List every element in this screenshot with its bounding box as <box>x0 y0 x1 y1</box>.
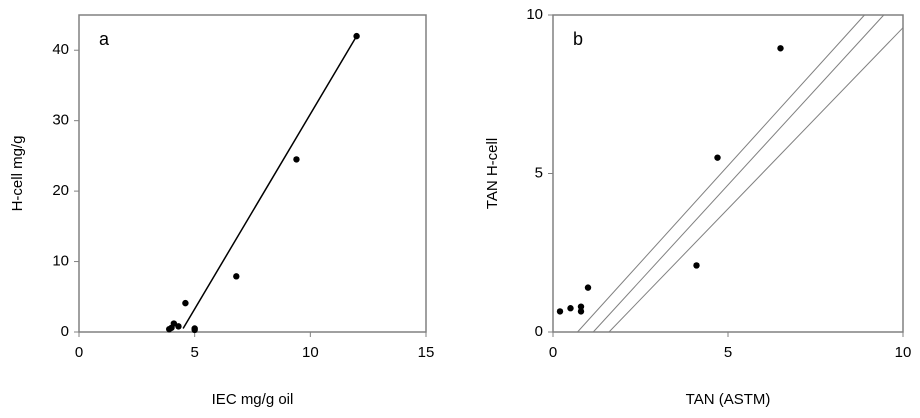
x-axis-label: TAN (ASTM) <box>686 391 771 408</box>
x-tick-label: 5 <box>190 344 198 361</box>
panel-label: a <box>99 29 110 49</box>
data-point <box>584 284 592 291</box>
y-tick-label: 10 <box>526 6 543 23</box>
panel-label: b <box>573 29 583 49</box>
y-axis-label: H-cell mg/g <box>9 136 26 212</box>
y-tick-label: 20 <box>52 182 69 199</box>
data-point <box>777 45 784 52</box>
data-point <box>170 320 178 327</box>
y-tick-label: 0 <box>535 323 543 340</box>
y-tick-label: 0 <box>61 323 69 340</box>
y-tick-label: 5 <box>535 164 543 181</box>
data-point <box>191 326 198 334</box>
y-tick-label: 40 <box>52 41 69 58</box>
reference-line <box>577 14 865 333</box>
plot-frame <box>552 14 904 333</box>
x-tick-label: 5 <box>724 344 732 361</box>
x-tick-label: 10 <box>895 344 912 361</box>
data-point <box>182 299 189 307</box>
data-point <box>693 262 700 269</box>
x-tick-label: 15 <box>418 344 435 361</box>
data-point <box>353 32 360 40</box>
data-point <box>714 154 721 161</box>
y-tick-label: 30 <box>52 112 69 129</box>
data-point <box>567 305 574 312</box>
y-axis-label: TAN H-cell <box>484 138 501 209</box>
data-point <box>233 273 240 280</box>
y-tick-label: 10 <box>52 253 69 270</box>
reference-line <box>182 35 358 329</box>
x-axis-label: IEC mg/g oil <box>212 391 294 408</box>
reference-line <box>592 14 885 333</box>
x-tick-label: 0 <box>549 344 557 361</box>
reference-line <box>608 27 904 333</box>
data-point <box>577 303 585 310</box>
data-point <box>577 308 585 315</box>
data-point <box>175 323 182 330</box>
x-tick-label: 10 <box>302 344 319 361</box>
plot-frame <box>78 14 427 333</box>
data-point <box>293 156 300 163</box>
x-tick-label: 0 <box>75 344 83 361</box>
data-point <box>556 308 564 315</box>
